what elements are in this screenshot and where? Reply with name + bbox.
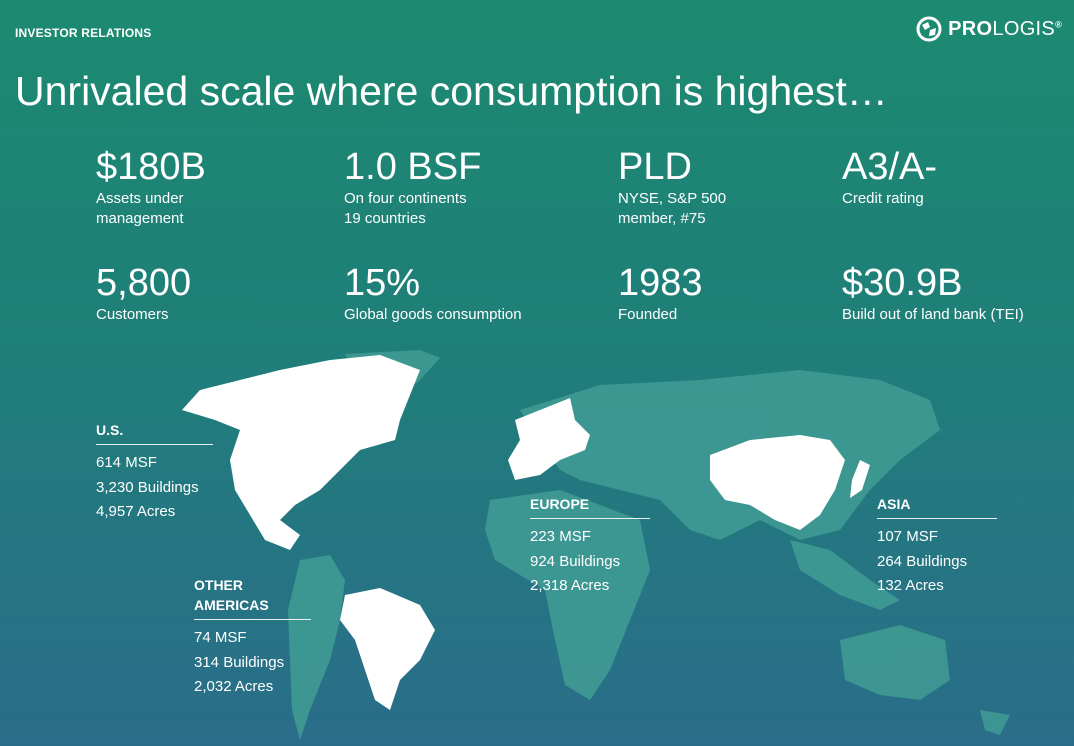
region-name: U.S.: [96, 420, 213, 445]
stat-desc: Credit rating: [842, 190, 924, 207]
southeast-asia-land: [790, 540, 900, 610]
australia-land: [840, 625, 950, 700]
north-america-highlight: [182, 355, 420, 550]
stat-value: 15%: [344, 262, 421, 304]
logo-wordmark: PROLOGIS®: [948, 17, 1062, 40]
stat-value: 1.0 BSF: [344, 146, 482, 188]
stat-land-bank: $30.9B Build out of land bank (TEI): [842, 263, 1024, 325]
region-name: EUROPE: [530, 494, 650, 519]
region-acres: 132 Acres: [877, 577, 944, 594]
region-acres: 4,957 Acres: [96, 503, 176, 520]
region-name: ASIA: [877, 494, 997, 519]
stat-value: A3/A-: [842, 146, 938, 188]
stat-desc: Founded: [618, 306, 678, 323]
region-buildings: 924 Buildings: [530, 552, 621, 570]
antarctic-edge-land: [980, 710, 1010, 735]
region-acres: 2,032 Acres: [194, 678, 274, 695]
africa-land: [485, 490, 650, 700]
south-america-land: [288, 555, 345, 740]
china-highlight: [710, 435, 845, 530]
stat-value: $180B: [96, 146, 206, 188]
europe-highlight: [508, 398, 590, 480]
stat-value: $30.9B: [842, 262, 963, 304]
stat-desc: Global goods consumption: [344, 306, 522, 323]
region-asia: ASIA 107 MSF 264 Buildings 132 Acres: [877, 494, 997, 599]
stat-desc: NYSE, S&P 500 member, #75: [618, 190, 727, 227]
stat-consumption: 15% Global goods consumption: [344, 263, 522, 325]
stat-desc: Assets under management: [96, 190, 184, 227]
region-acres: 2,318 Acres: [530, 577, 610, 594]
stat-bsf: 1.0 BSF On four continents 19 countries: [344, 147, 481, 229]
region-msf: 107 MSF: [877, 528, 938, 545]
brazil-highlight: [340, 588, 435, 710]
stat-customers: 5,800 Customers: [96, 263, 191, 325]
region-buildings: 314 Buildings: [194, 653, 285, 671]
stat-desc: Build out of land bank (TEI): [842, 306, 1024, 323]
stat-ticker: PLD NYSE, S&P 500 member, #75: [618, 147, 726, 229]
world-map: [182, 350, 1010, 740]
region-us: U.S. 614 MSF 3,230 Buildings 4,957 Acres: [96, 420, 213, 525]
region-other-americas: OTHER AMERICAS 74 MSF 314 Buildings 2,03…: [194, 575, 311, 700]
stat-value: 1983: [618, 262, 703, 304]
page-title: Unrivaled scale where consumption is hig…: [15, 68, 888, 114]
region-europe: EUROPE 223 MSF 924 Buildings 2,318 Acres: [530, 494, 650, 599]
section-label: INVESTOR RELATIONS: [15, 26, 152, 40]
region-msf: 614 MSF: [96, 454, 157, 471]
region-buildings: 264 Buildings: [877, 552, 968, 570]
region-name: OTHER AMERICAS: [194, 575, 311, 620]
region-msf: 74 MSF: [194, 629, 247, 646]
region-msf: 223 MSF: [530, 528, 591, 545]
stat-desc: On four continents 19 countries: [344, 190, 467, 227]
stat-assets: $180B Assets under management: [96, 147, 206, 229]
prologis-logo: PROLOGIS®: [916, 16, 1062, 42]
japan-highlight: [850, 460, 870, 498]
stat-founded: 1983 Founded: [618, 263, 703, 325]
region-buildings: 3,230 Buildings: [96, 478, 199, 496]
stat-value: 5,800: [96, 262, 192, 304]
prologis-globe-icon: [916, 16, 942, 42]
stat-credit: A3/A- Credit rating: [842, 147, 937, 209]
stat-value: PLD: [618, 146, 692, 188]
stat-desc: Customers: [96, 306, 169, 323]
